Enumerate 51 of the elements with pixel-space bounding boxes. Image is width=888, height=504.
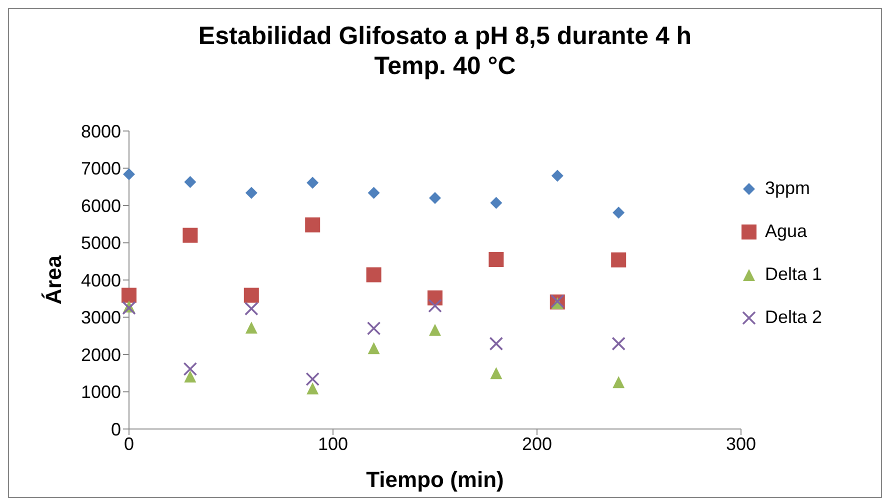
point <box>611 252 626 268</box>
point <box>612 206 625 219</box>
point <box>490 367 502 380</box>
y-tick-label: 6000 <box>80 196 121 216</box>
point <box>182 228 198 243</box>
point <box>368 342 380 354</box>
legend-label: 3ppm <box>765 178 810 199</box>
x-axis-title: Tiempo (min) <box>366 467 504 492</box>
point <box>429 324 441 336</box>
point <box>122 288 136 303</box>
point <box>245 186 258 199</box>
point <box>366 267 382 282</box>
point <box>244 302 258 316</box>
x-tick-label: 300 <box>726 434 756 454</box>
point <box>488 252 504 268</box>
point <box>429 192 441 204</box>
y-tick-label: 0 <box>110 419 121 440</box>
point <box>184 370 196 382</box>
y-tick-label: 4000 <box>80 270 121 290</box>
point <box>245 322 258 334</box>
point <box>489 336 504 351</box>
legend-label: Delta 2 <box>765 307 822 328</box>
point <box>368 186 380 199</box>
y-tick-label: 8000 <box>80 121 121 142</box>
x-tick-label: 0 <box>124 434 134 454</box>
point <box>123 168 135 180</box>
point <box>551 170 564 182</box>
point <box>428 298 442 313</box>
point <box>306 372 320 386</box>
legend-label: Delta 1 <box>765 264 822 285</box>
point <box>306 176 319 189</box>
y-tick-label: 5000 <box>80 233 121 254</box>
point <box>305 217 320 232</box>
x-tick-label: 100 <box>318 434 348 454</box>
y-tick-label: 3000 <box>80 308 121 328</box>
point <box>612 336 626 351</box>
point <box>183 362 198 376</box>
y-tick-label: 7000 <box>80 158 121 179</box>
x-tick-label: 200 <box>522 434 552 454</box>
y-tick-label: 2000 <box>80 344 121 365</box>
point <box>490 196 502 209</box>
y-axis-title: Área <box>40 254 66 304</box>
legend-label: Agua <box>765 221 808 242</box>
point <box>612 376 625 388</box>
y-tick-label: 1000 <box>80 382 121 402</box>
point <box>122 301 136 315</box>
point <box>244 288 259 303</box>
point <box>306 382 319 394</box>
point <box>184 176 196 188</box>
point <box>366 322 381 336</box>
chart-title: Estabilidad Glifosato a pH 8,5 durante 4 h Temp. 40 °C <box>197 21 693 81</box>
